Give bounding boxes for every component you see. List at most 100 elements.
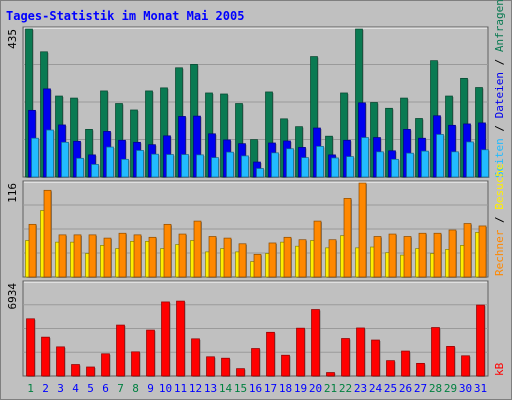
bar-fill [31,137,39,178]
rechner-bar [43,189,52,278]
rechner-bar [433,232,442,278]
kb-bar [251,348,261,377]
kb-bar [116,324,126,377]
bar-fill [133,234,142,278]
seiten-bar [211,157,220,178]
bar-fill [346,156,354,178]
bar-fill [418,232,427,278]
seiten-bar [31,137,40,178]
bar-fill [341,338,350,377]
rechner-bar [268,242,277,278]
seiten-bar [271,152,280,178]
kb-bar [146,329,156,377]
bar-fill [298,239,307,278]
bar-fill [193,220,202,278]
day-label: 22 [339,382,352,395]
bar-fill [376,151,384,178]
rechner-bar [28,223,37,278]
bar-fill [103,237,112,278]
bar-fill [251,348,260,377]
bar-fill [316,146,324,178]
kb-bar [431,327,441,377]
day-label: 18 [279,382,292,395]
bar-fill [326,372,335,377]
legend-rechner: Rechner [493,229,506,276]
bar-fill [176,300,185,377]
page-title: Tages-Statistik im Monat Mai 2005 [6,9,245,23]
bar-fill [478,225,487,278]
seiten-bar [436,134,445,178]
bar-fill [196,154,204,178]
bar-fill [91,164,99,178]
bar-fill [121,158,129,178]
bar-fill [73,234,82,278]
bar-fill [373,236,382,278]
bar-fill [146,329,155,377]
day-label: 14 [219,382,233,395]
kb-bar [161,301,171,377]
day-label: 21 [324,382,337,395]
rechner-bar [133,234,142,278]
bar-fill [476,304,485,377]
rechner-bar [478,225,487,278]
bar-fill [116,324,125,377]
kb-bar [356,327,366,377]
bar-fill [361,137,369,178]
kb-bar [101,353,111,377]
y-axis-max-label-1: 435 [6,29,19,49]
seiten-bar [406,152,415,178]
day-label: 30 [459,382,472,395]
seiten-bar [421,150,430,178]
bar-fill [386,360,395,377]
bar-fill [403,236,412,278]
bar-fill [256,168,264,178]
day-label: 2 [42,382,49,395]
rechner-bar [358,182,367,278]
y-axis-max-label-3: 6934 [6,283,19,310]
rechner-bar [298,239,307,278]
bar-fill [461,355,470,377]
legend-kb: kB [493,362,506,376]
bar-fill [76,157,84,178]
bar-fill [211,157,219,178]
bar-fill [328,239,337,278]
seiten-bar [256,168,265,178]
bar-fill [28,223,37,278]
bar-fill [221,357,230,377]
bar-fill [283,236,292,278]
seiten-bar [481,149,490,178]
legend-anfragen: Anfragen [493,0,506,52]
bar-fill [448,229,457,278]
bar-fill [181,154,189,178]
legend-seiten: Seiten [493,138,506,178]
rechner-bar [178,233,187,278]
day-label: 1 [27,382,34,395]
day-label: 8 [132,382,139,395]
rechner-bar [163,223,172,278]
kb-bar [26,318,36,377]
bar-fill [266,331,275,377]
day-label: 13 [204,382,217,395]
bar-fill [191,338,200,377]
rechner-bar [148,236,157,278]
rechner-bar [448,229,457,278]
kb-bar [131,351,141,377]
kb-bar [416,362,426,377]
bar-fill [161,301,170,377]
bar-fill [463,223,472,278]
seiten-bar [466,141,475,178]
bar-fill [311,309,320,377]
day-label: 10 [159,382,172,395]
day-label: 6 [102,382,109,395]
rechner-bar [373,236,382,278]
bar-fill [41,336,50,377]
kb-bar [401,350,411,377]
legend-dateien: Dateien [493,72,506,118]
seiten-bar [106,146,115,178]
bar-fill [446,346,455,377]
bar-fill [58,234,67,278]
bar-fill [268,242,277,278]
bar-fill [313,220,322,278]
kb-bar [386,360,396,377]
